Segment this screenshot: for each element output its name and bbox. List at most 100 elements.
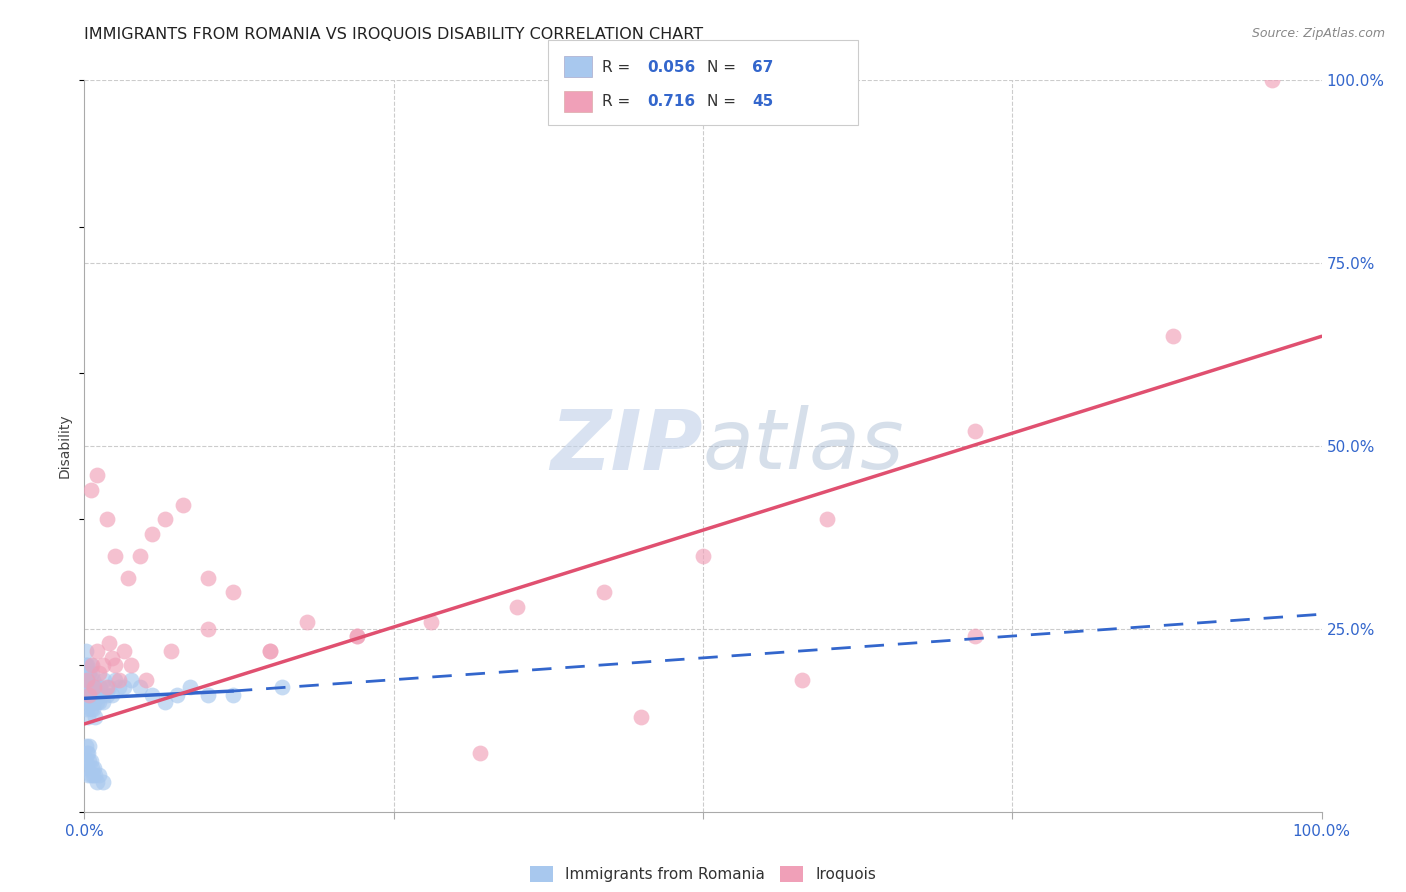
Point	[112, 644, 135, 658]
Point	[79, 754, 101, 768]
Point	[75, 739, 97, 753]
Point	[108, 681, 131, 695]
Point	[141, 526, 163, 541]
Point	[120, 673, 142, 687]
Point	[79, 658, 101, 673]
Point	[96, 688, 118, 702]
Point	[84, 768, 107, 782]
Point	[692, 549, 714, 563]
Point	[79, 702, 101, 716]
Point	[83, 695, 105, 709]
Point	[75, 658, 97, 673]
Point	[112, 681, 135, 695]
Point	[80, 658, 103, 673]
Point	[346, 629, 368, 643]
Point	[506, 599, 529, 614]
Point	[108, 673, 131, 687]
Point	[965, 425, 987, 439]
Point	[141, 688, 163, 702]
Point	[96, 512, 118, 526]
Point	[79, 483, 101, 497]
Point	[79, 768, 101, 782]
Point	[86, 681, 108, 695]
Point	[76, 658, 98, 673]
Point	[76, 688, 98, 702]
Point	[79, 688, 101, 702]
Point	[77, 681, 100, 695]
Point	[160, 644, 183, 658]
Point	[86, 644, 108, 658]
Point	[79, 754, 101, 768]
Point	[80, 695, 103, 709]
Y-axis label: Disability: Disability	[58, 414, 72, 478]
Text: R =: R =	[602, 60, 636, 75]
Point	[259, 644, 281, 658]
Text: 67: 67	[752, 60, 773, 75]
Point	[153, 512, 176, 526]
Point	[91, 695, 114, 709]
Point	[77, 695, 100, 709]
Point	[75, 673, 97, 687]
Point	[76, 673, 98, 687]
Point	[90, 688, 112, 702]
Text: N =: N =	[707, 60, 741, 75]
Point	[117, 571, 139, 585]
Point	[222, 585, 245, 599]
Point	[79, 739, 101, 753]
Point	[104, 673, 127, 687]
Point	[1261, 73, 1284, 87]
Text: R =: R =	[602, 94, 640, 109]
Point	[153, 695, 176, 709]
Point	[89, 665, 111, 680]
Point	[129, 681, 152, 695]
Point	[1161, 329, 1184, 343]
Point	[259, 644, 281, 658]
Point	[80, 761, 103, 775]
Point	[82, 673, 104, 687]
Point	[197, 571, 219, 585]
Point	[470, 746, 492, 760]
Text: atlas: atlas	[703, 406, 904, 486]
Point	[83, 761, 105, 775]
Point	[86, 775, 108, 789]
Text: 45: 45	[752, 94, 773, 109]
Legend: Immigrants from Romania, Iroquois: Immigrants from Romania, Iroquois	[524, 860, 882, 888]
Point	[83, 681, 105, 695]
Point	[98, 681, 121, 695]
Point	[76, 702, 98, 716]
Point	[79, 695, 101, 709]
Point	[100, 688, 122, 702]
Point	[84, 709, 107, 723]
Point	[84, 688, 107, 702]
Point	[87, 688, 110, 702]
Point	[77, 746, 100, 760]
Point	[104, 549, 127, 563]
Point	[86, 468, 108, 483]
Point	[630, 709, 652, 723]
Text: 0.056: 0.056	[647, 60, 695, 75]
Point	[80, 665, 103, 680]
Point	[89, 695, 111, 709]
Point	[271, 681, 294, 695]
Text: ZIP: ZIP	[550, 406, 703, 486]
Point	[790, 673, 813, 687]
Point	[166, 688, 188, 702]
Point	[104, 658, 127, 673]
Point	[91, 775, 114, 789]
Point	[419, 615, 441, 629]
Point	[77, 768, 100, 782]
Point	[815, 512, 838, 526]
Point	[100, 651, 122, 665]
Point	[93, 673, 115, 687]
Point	[76, 673, 98, 687]
Point	[75, 754, 97, 768]
Point	[222, 688, 245, 702]
Point	[129, 549, 152, 563]
Point	[89, 681, 111, 695]
Point	[172, 498, 194, 512]
Point	[346, 629, 368, 643]
Point	[120, 658, 142, 673]
Point	[91, 658, 114, 673]
Point	[76, 761, 98, 775]
Point	[593, 585, 616, 599]
